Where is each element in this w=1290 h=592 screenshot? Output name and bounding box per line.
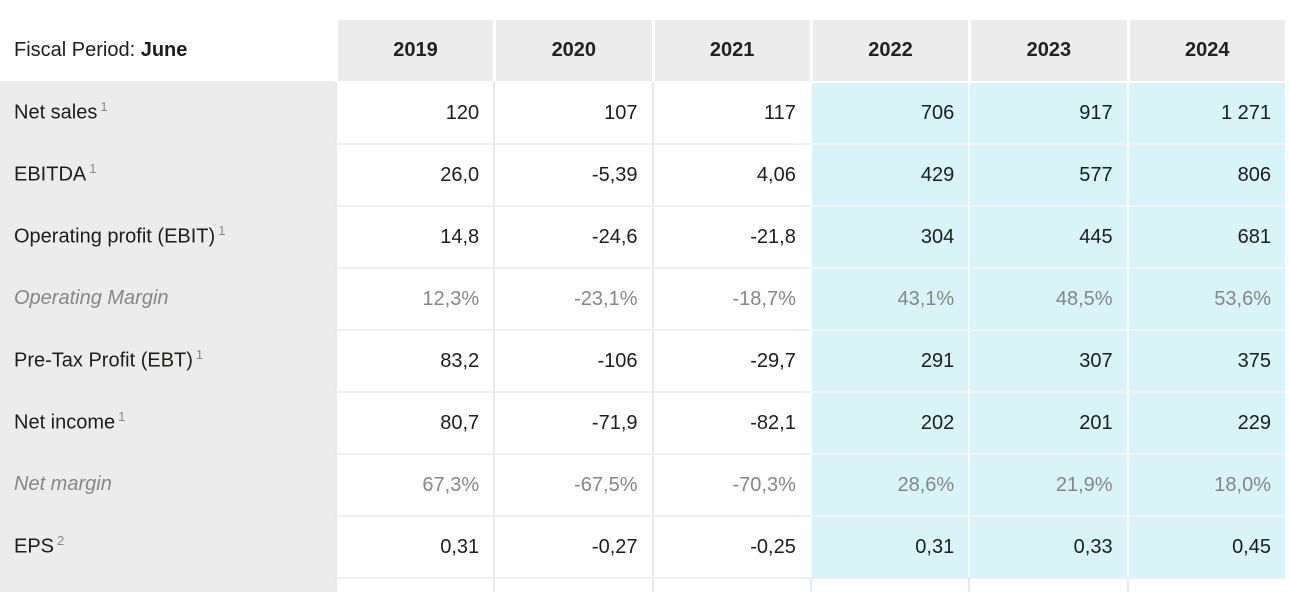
cell-operating-margin-2022: 43,1% — [809, 267, 969, 329]
row-label-text: Operating Margin — [14, 286, 169, 309]
cell-partial — [651, 577, 810, 592]
row-label-text: EPS — [14, 535, 55, 558]
footnote-ref: 1 — [195, 347, 204, 363]
table-body: Net sales 1 120 107 117 706 917 1 271 EBITDA 1 26,… — [0, 81, 1285, 592]
footnote-ref: 1 — [118, 409, 126, 425]
cell-net-sales-2023: 917 — [968, 81, 1127, 143]
cell-partial — [334, 577, 494, 592]
year-header-2024: 2024 — [1126, 20, 1285, 81]
cell-operating-margin-2020: -23,1% — [493, 267, 652, 329]
cell-net-margin-2023: 21,9% — [968, 453, 1127, 515]
cell-eps-2022: 0,31 — [809, 515, 969, 577]
financials-table: Fiscal Period: June 2019 2020 2021 2022 2023… — [0, 20, 1285, 592]
cell-net-margin-2020: -67,5% — [493, 453, 652, 515]
cell-operating-profit-ebit-2023: 445 — [968, 205, 1127, 267]
cell-operating-profit-ebit-2022: 304 — [809, 205, 969, 267]
row-label: Net income 1 — [0, 391, 335, 453]
table-row-partial — [0, 577, 1285, 592]
footnote-ref: 1 — [100, 99, 108, 115]
cell-net-sales-2024: 1 271 — [1126, 81, 1285, 143]
cell-operating-profit-ebit-2020: -24,6 — [493, 205, 652, 267]
cell-net-sales-2019: 120 — [334, 81, 494, 143]
row-label-text: Pre-Tax Profit (EBT) — [14, 349, 193, 372]
footnote-ref: 1 — [89, 161, 97, 177]
cell-net-sales-2022: 706 — [809, 81, 969, 143]
footnote-ref: 2 — [57, 533, 65, 549]
year-header-2020: 2020 — [493, 20, 652, 81]
cell-partial — [1126, 577, 1285, 592]
cell-eps-2019: 0,31 — [334, 515, 494, 577]
row-label: EPS 2 — [0, 515, 335, 577]
cell-partial — [493, 577, 652, 592]
row-label-text: Operating profit (EBIT) — [14, 225, 216, 248]
table-row-net-margin: Net margin 67,3% -67,5% -70,3% 28,6% 21,9% 18,… — [0, 453, 1285, 515]
row-label-text: Net margin — [14, 472, 112, 495]
cell-pre-tax-profit-ebt-2024: 375 — [1126, 329, 1285, 391]
row-label: Net sales 1 — [0, 81, 335, 143]
cell-pre-tax-profit-ebt-2022: 291 — [809, 329, 969, 391]
cell-pre-tax-profit-ebt-2021: -29,7 — [651, 329, 810, 391]
cell-operating-margin-2021: -18,7% — [651, 267, 810, 329]
cell-ebitda-2024: 806 — [1126, 143, 1285, 205]
cell-net-income-2021: -82,1 — [651, 391, 810, 453]
table-row-pre-tax-profit-ebt: Pre-Tax Profit (EBT) 1 83,2 -106 -29,7 291 307… — [0, 329, 1285, 391]
cell-partial — [968, 577, 1127, 592]
row-label-empty — [0, 577, 335, 592]
table-row-operating-margin: Operating Margin 12,3% -23,1% -18,7% 43,1% 48… — [0, 267, 1285, 329]
cell-operating-margin-2023: 48,5% — [968, 267, 1127, 329]
cell-net-income-2024: 229 — [1126, 391, 1285, 453]
cell-pre-tax-profit-ebt-2020: -106 — [493, 329, 652, 391]
cell-ebitda-2020: -5,39 — [493, 143, 652, 205]
row-label: Pre-Tax Profit (EBT) 1 — [0, 329, 335, 391]
cell-net-income-2020: -71,9 — [493, 391, 652, 453]
cell-net-sales-2020: 107 — [493, 81, 652, 143]
cell-ebitda-2021: 4,06 — [651, 143, 810, 205]
row-label-text: Net sales — [14, 101, 98, 124]
cell-operating-margin-2024: 53,6% — [1126, 267, 1285, 329]
table-row-eps: EPS 2 0,31 -0,27 -0,25 0,31 0,33 0,45 — [0, 515, 1285, 577]
year-header-2023: 2023 — [968, 20, 1127, 81]
row-label-text: Net income — [14, 411, 116, 434]
year-header-2021: 2021 — [651, 20, 810, 81]
fiscal-period-header: Fiscal Period: June — [0, 20, 335, 81]
cell-net-income-2019: 80,7 — [334, 391, 494, 453]
cell-eps-2023: 0,33 — [968, 515, 1127, 577]
cell-net-sales-2021: 117 — [651, 81, 810, 143]
cell-eps-2020: -0,27 — [493, 515, 652, 577]
table-row-operating-profit-ebit: Operating profit (EBIT) 1 14,8 -24,6 -21,8 30… — [0, 205, 1285, 267]
cell-net-margin-2024: 18,0% — [1126, 453, 1285, 515]
cell-net-margin-2021: -70,3% — [651, 453, 810, 515]
table-row-net-sales: Net sales 1 120 107 117 706 917 1 271 — [0, 81, 1285, 143]
cell-ebitda-2019: 26,0 — [334, 143, 494, 205]
cell-net-income-2022: 202 — [809, 391, 969, 453]
cell-operating-profit-ebit-2024: 681 — [1126, 205, 1285, 267]
row-label: Operating Margin — [0, 267, 335, 329]
cell-partial — [809, 577, 969, 592]
cell-operating-margin-2019: 12,3% — [334, 267, 494, 329]
cell-net-margin-2022: 28,6% — [809, 453, 969, 515]
cell-eps-2024: 0,45 — [1126, 515, 1285, 577]
fiscal-period-prefix: Fiscal Period: — [14, 39, 141, 61]
cell-pre-tax-profit-ebt-2023: 307 — [968, 329, 1127, 391]
fiscal-period-month: June — [140, 39, 188, 61]
cell-net-income-2023: 201 — [968, 391, 1127, 453]
table-row-ebitda: EBITDA 1 26,0 -5,39 4,06 429 577 806 — [0, 143, 1285, 205]
cell-ebitda-2023: 577 — [968, 143, 1127, 205]
year-header-2022: 2022 — [809, 20, 969, 81]
row-label: Net margin — [0, 453, 335, 515]
row-label: Operating profit (EBIT) 1 — [0, 205, 335, 267]
cell-net-margin-2019: 67,3% — [334, 453, 494, 515]
cell-ebitda-2022: 429 — [809, 143, 969, 205]
cell-pre-tax-profit-ebt-2019: 83,2 — [334, 329, 494, 391]
row-label-text: EBITDA — [14, 163, 87, 186]
year-header-2019: 2019 — [334, 20, 494, 81]
cell-operating-profit-ebit-2021: -21,8 — [651, 205, 810, 267]
cell-operating-profit-ebit-2019: 14,8 — [334, 205, 494, 267]
cell-eps-2021: -0,25 — [651, 515, 810, 577]
row-label: EBITDA 1 — [0, 143, 335, 205]
header-row: Fiscal Period: June 2019 2020 2021 2022 2023… — [0, 20, 1285, 81]
table-row-net-income: Net income 1 80,7 -71,9 -82,1 202 201 229 — [0, 391, 1285, 453]
footnote-ref: 1 — [218, 223, 226, 239]
